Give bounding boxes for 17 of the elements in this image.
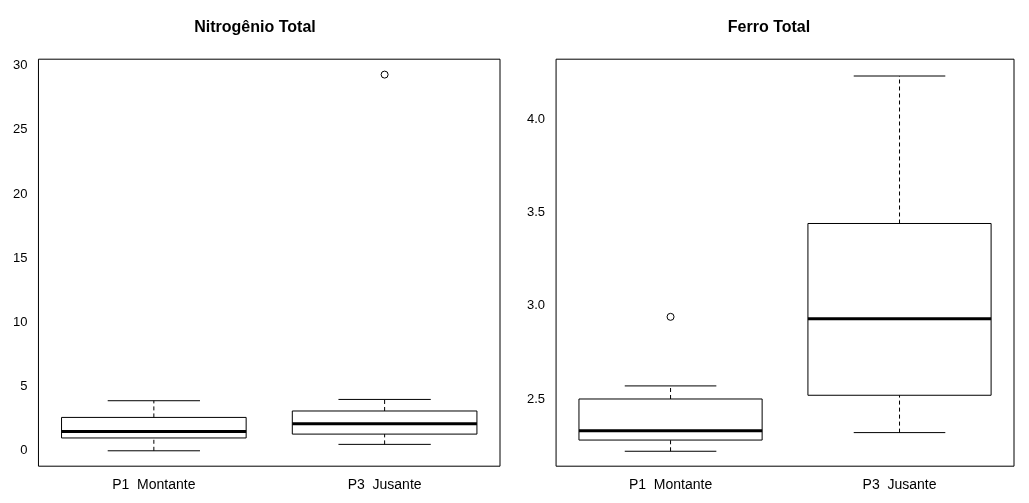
x-tick-label: P1 Montante — [112, 476, 196, 493]
x-tick-label: P3 Jusante — [347, 476, 422, 493]
y-tick-label: 20 — [12, 185, 28, 201]
chart-title: Ferro Total — [727, 18, 811, 36]
y-tick-label: 0 — [20, 442, 28, 458]
x-tick-label: P3 Jusante — [862, 476, 937, 493]
y-tick-label: 2.5 — [526, 390, 546, 406]
y-tick-label: 15 — [12, 249, 28, 265]
y-tick-label: 30 — [12, 57, 28, 73]
chart-title: Nitrogênio Total — [194, 18, 316, 36]
y-tick-label: 10 — [12, 313, 28, 329]
y-tick-label: 25 — [12, 121, 28, 137]
x-tick-label: P1 Montante — [628, 476, 713, 493]
y-tick-label: 5 — [20, 378, 28, 394]
y-tick-label: 3.0 — [526, 297, 546, 313]
y-tick-label: 4.0 — [526, 110, 546, 126]
y-tick-label: 3.5 — [526, 203, 546, 219]
